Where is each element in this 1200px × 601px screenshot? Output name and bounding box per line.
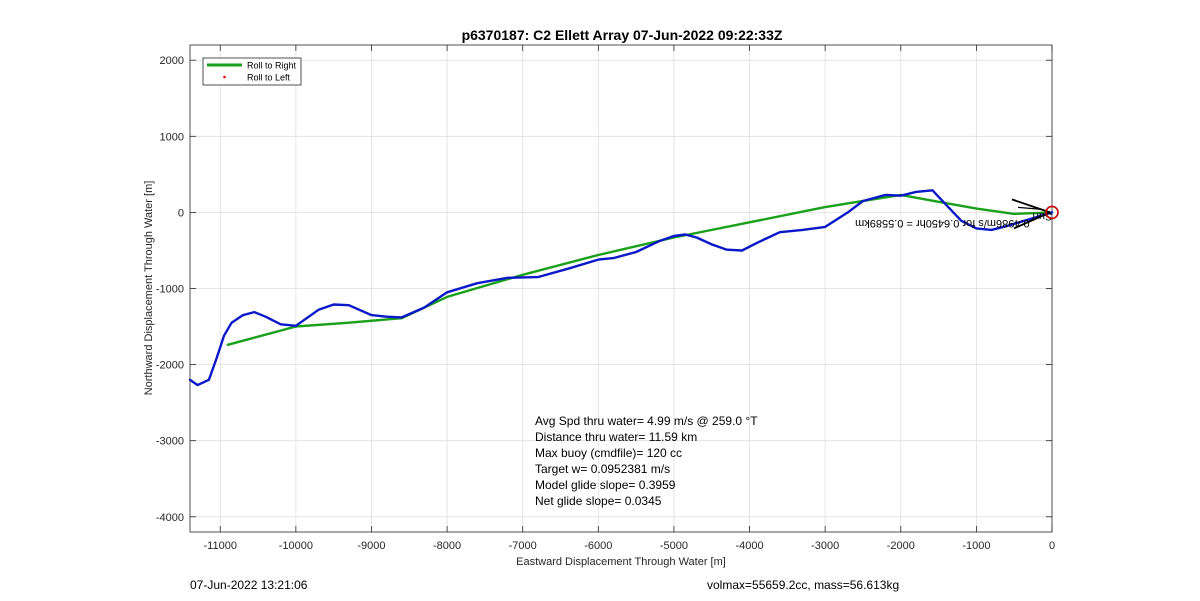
legend-box (202, 57, 302, 86)
y-tick-label: 1000 (160, 131, 184, 143)
stat-distance: Distance thru water= 11.59 km (535, 430, 697, 444)
y-tick-label: 2000 (160, 55, 184, 67)
x-tick-label: -11000 (204, 540, 237, 552)
y-axis-label: Northward Displacement Through Water [m] (143, 181, 155, 396)
stat-avg-speed: Avg Spd thru water= 4.99 m/s @ 259.0 °T (535, 414, 758, 428)
chart-title: p6370187: C2 Ellett Array 07-Jun-2022 09… (462, 27, 783, 43)
x-tick-label: -8000 (433, 540, 461, 552)
stat-target-w: Target w= 0.0952381 m/s (535, 462, 670, 476)
footer-timestamp: 07-Jun-2022 13:21:06 (190, 578, 308, 592)
vector-arrow-upper (1011, 198, 1051, 214)
annotation-drift-text: 0.4986m/s for 0.6450hr = 0.5589km (855, 217, 1030, 229)
legend-swatch-roll-left (223, 75, 226, 79)
start-marker-circle (1045, 205, 1059, 220)
vector-arrow-mid (1017, 206, 1043, 211)
x-tick-label: -5000 (660, 540, 688, 552)
x-tick-label: -10000 (279, 540, 313, 552)
series-line-roll-right (226, 193, 1054, 346)
x-tick-label: -9000 (357, 540, 385, 552)
x-tick-label: 0 (1049, 540, 1055, 552)
y-tick-label: 0 (178, 207, 184, 219)
footer-mass-info: volmax=55659.2cc, mass=56.613kg (707, 578, 899, 592)
stats-block: Avg Spd thru water= 4.99 m/s @ 259.0 °T … (535, 414, 758, 508)
x-tick-label: -2000 (887, 540, 915, 552)
stat-model-glide: Model glide slope= 0.3959 (535, 478, 676, 492)
stat-net-glide: Net glide slope= 0.0345 (535, 494, 662, 508)
x-tick-label: -7000 (509, 540, 537, 552)
x-tick-label: -3000 (811, 540, 839, 552)
x-tick-label: -1000 (962, 540, 990, 552)
legend-label-roll-right: Roll to Right (247, 61, 297, 71)
y-tick-label: -1000 (156, 284, 184, 296)
series-lines (188, 189, 1054, 387)
y-tick-label: -4000 (156, 512, 184, 524)
y-tick-label: -3000 (156, 436, 184, 448)
x-tick-label: -4000 (735, 540, 763, 552)
stat-max-buoy: Max buoy (cmdfile)= 120 cc (535, 446, 682, 460)
legend: Roll to Right Roll to Left (202, 57, 302, 86)
axis-ticks: -11000 -10000 -9000 -8000 -7000 -6000 -5000 -40… (156, 45, 1055, 552)
vector-arrow-lower (1013, 211, 1051, 230)
x-axis-label: Eastward Displacement Through Water [m] (516, 556, 726, 568)
annotation-surf-text: Surf (1031, 210, 1052, 222)
legend-label-roll-left: Roll to Left (247, 73, 291, 83)
x-tick-label: -6000 (584, 540, 612, 552)
y-tick-label: -2000 (156, 360, 184, 372)
series-line-track (188, 189, 1054, 387)
